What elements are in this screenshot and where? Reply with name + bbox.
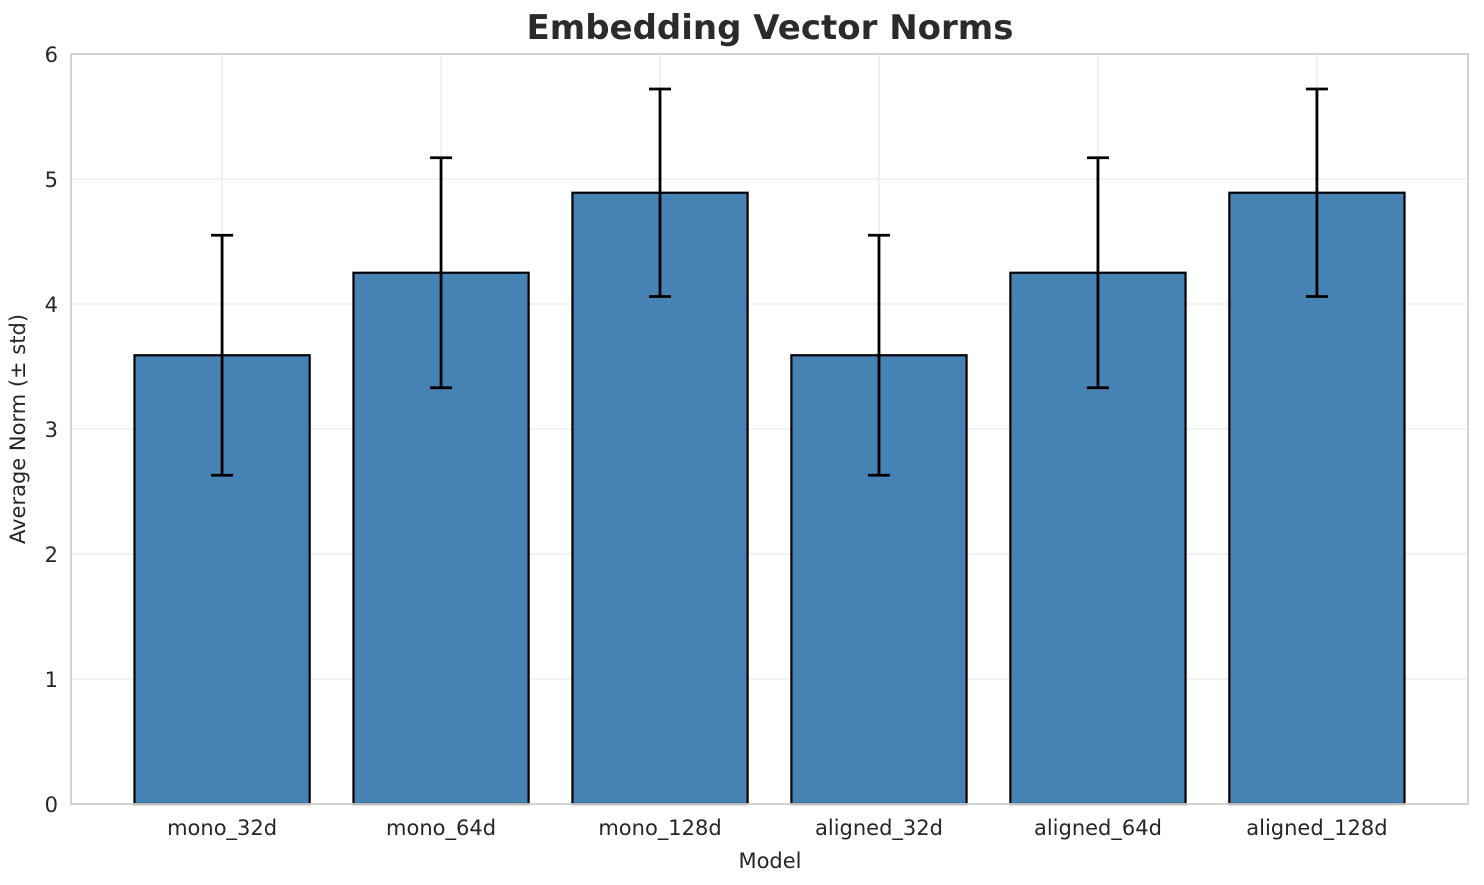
x-tick-label-aligned_128d: aligned_128d [1246, 816, 1387, 841]
x-axis-label: Model [738, 849, 801, 873]
y-tick-label-4: 4 [45, 293, 58, 317]
bars-layer [133, 191, 1406, 806]
x-tick-label-mono_128d: mono_128d [598, 816, 721, 841]
y-tick-label-0: 0 [45, 793, 58, 817]
axes-spines [70, 53, 1469, 805]
plot-frame [70, 53, 1469, 805]
error-bars-layer [211, 87, 1328, 477]
x-tick-label-aligned_32d: aligned_32d [815, 816, 943, 841]
y-tick-label-6: 6 [45, 43, 58, 67]
y-tick-label-5: 5 [45, 168, 58, 192]
x-tick-label-mono_32d: mono_32d [167, 816, 277, 841]
y-axis-label: Average Norm (± std) [6, 314, 30, 544]
tick-labels-layer: 0 1 2 3 4 5 6 mono_32d mono_64d mono_128d aligned_… [45, 43, 1388, 841]
x-tick-label-aligned_64d: aligned_64d [1034, 816, 1162, 841]
y-tick-label-3: 3 [45, 418, 58, 442]
x-tick-label-mono_64d: mono_64d [386, 816, 496, 841]
y-tick-label-1: 1 [45, 668, 58, 692]
y-tick-label-2: 2 [45, 543, 58, 567]
chart-title: Embedding Vector Norms [527, 8, 1014, 48]
